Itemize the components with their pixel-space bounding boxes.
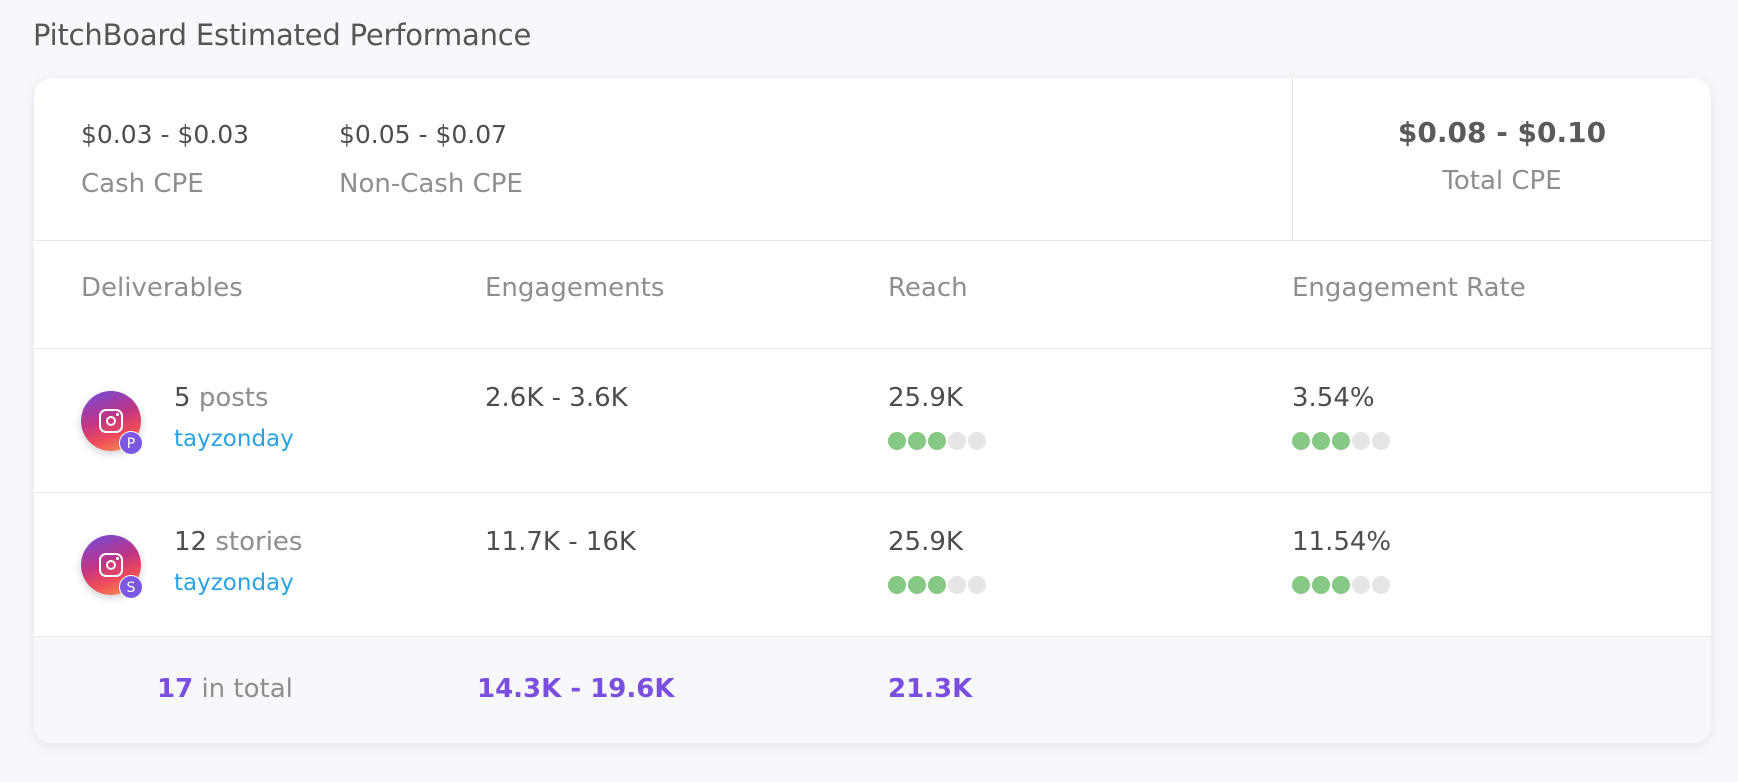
rating-dot-filled — [928, 432, 946, 450]
total-deliverables: 17 in total — [157, 674, 293, 704]
rating-dot-filled — [888, 576, 906, 594]
non-cash-cpe-value: $0.05 - $0.07 — [339, 120, 508, 149]
performance-card: $0.03 - $0.03 Cash CPE $0.05 - $0.07 Non… — [34, 78, 1711, 743]
table-row: P 5 posts tayzonday 2.6K - 3.6K 25.9K 3.… — [34, 349, 1711, 493]
total-reach: 21.3K — [888, 674, 973, 704]
influencer-username-link[interactable]: tayzonday — [174, 426, 294, 452]
influencer-username-link[interactable]: tayzonday — [174, 570, 294, 596]
rating-dot-empty — [968, 576, 986, 594]
deliverable-count: 12 stories — [174, 527, 302, 557]
rating-dot-empty — [948, 432, 966, 450]
reach-value: 25.9K — [888, 527, 963, 557]
column-header-reach: Reach — [888, 273, 968, 303]
reach-rating — [888, 576, 986, 594]
engagements-value: 2.6K - 3.6K — [485, 383, 628, 413]
table-header: Deliverables Engagements Reach Engagemen… — [34, 241, 1711, 349]
total-cpe-label: Total CPE — [1442, 166, 1562, 196]
deliverable-count: 5 posts — [174, 383, 269, 413]
page-title: PitchBoard Estimated Performance — [33, 18, 532, 52]
reach-rating — [888, 432, 986, 450]
rating-dot-filled — [908, 576, 926, 594]
rating-dot-filled — [928, 576, 946, 594]
rating-dot-empty — [968, 432, 986, 450]
non-cash-cpe: $0.05 - $0.07 Non-Cash CPE — [339, 118, 523, 201]
engagements-value: 11.7K - 16K — [485, 527, 636, 557]
rating-dot-filled — [1292, 576, 1310, 594]
column-header-deliverables: Deliverables — [81, 273, 243, 303]
deliverable-count-unit: posts — [198, 383, 269, 413]
rating-dot-empty — [1352, 432, 1370, 450]
rating-dot-empty — [948, 576, 966, 594]
instagram-avatar[interactable]: P — [81, 391, 143, 455]
story-type-badge: S — [119, 575, 143, 599]
totals-row: 17 in total 14.3K - 19.6K 21.3K — [34, 637, 1711, 743]
total-cpe-value: $0.08 - $0.10 — [1397, 116, 1607, 149]
deliverable-count-number: 5 — [174, 383, 191, 413]
cash-cpe-value: $0.03 - $0.03 — [81, 120, 250, 149]
reach-value: 25.9K — [888, 383, 963, 413]
total-engagements: 14.3K - 19.6K — [477, 674, 675, 704]
rating-dot-filled — [908, 432, 926, 450]
engagement-rate-rating — [1292, 432, 1390, 450]
column-header-engagement-rate: Engagement Rate — [1292, 273, 1526, 303]
total-label: in total — [201, 674, 293, 704]
instagram-icon — [99, 409, 123, 433]
cpe-summary: $0.03 - $0.03 Cash CPE $0.05 - $0.07 Non… — [34, 78, 1711, 241]
total-cpe: $0.08 - $0.10 Total CPE — [1293, 116, 1711, 198]
engagement-rate-value: 3.54% — [1292, 383, 1375, 413]
rating-dot-filled — [1292, 432, 1310, 450]
instagram-avatar[interactable]: S — [81, 535, 143, 599]
rating-dot-empty — [1352, 576, 1370, 594]
rating-dot-empty — [1372, 432, 1390, 450]
column-header-engagements: Engagements — [485, 273, 665, 303]
rating-dot-filled — [1332, 432, 1350, 450]
rating-dot-filled — [1312, 576, 1330, 594]
deliverable-count-unit: stories — [215, 527, 303, 557]
deliverable-count-number: 12 — [174, 527, 208, 557]
post-type-badge: P — [119, 431, 143, 455]
rating-dot-filled — [1332, 576, 1350, 594]
cash-cpe: $0.03 - $0.03 Cash CPE — [81, 118, 249, 201]
engagement-rate-rating — [1292, 576, 1390, 594]
total-count: 17 — [157, 674, 194, 704]
cash-cpe-label: Cash CPE — [81, 169, 204, 199]
cpe-divider — [1292, 78, 1293, 241]
engagement-rate-value: 11.54% — [1292, 527, 1392, 557]
rating-dot-filled — [888, 432, 906, 450]
table-row: S 12 stories tayzonday 11.7K - 16K 25.9K… — [34, 493, 1711, 637]
instagram-icon — [99, 553, 123, 577]
rating-dot-empty — [1372, 576, 1390, 594]
non-cash-cpe-label: Non-Cash CPE — [339, 169, 523, 199]
rating-dot-filled — [1312, 432, 1330, 450]
